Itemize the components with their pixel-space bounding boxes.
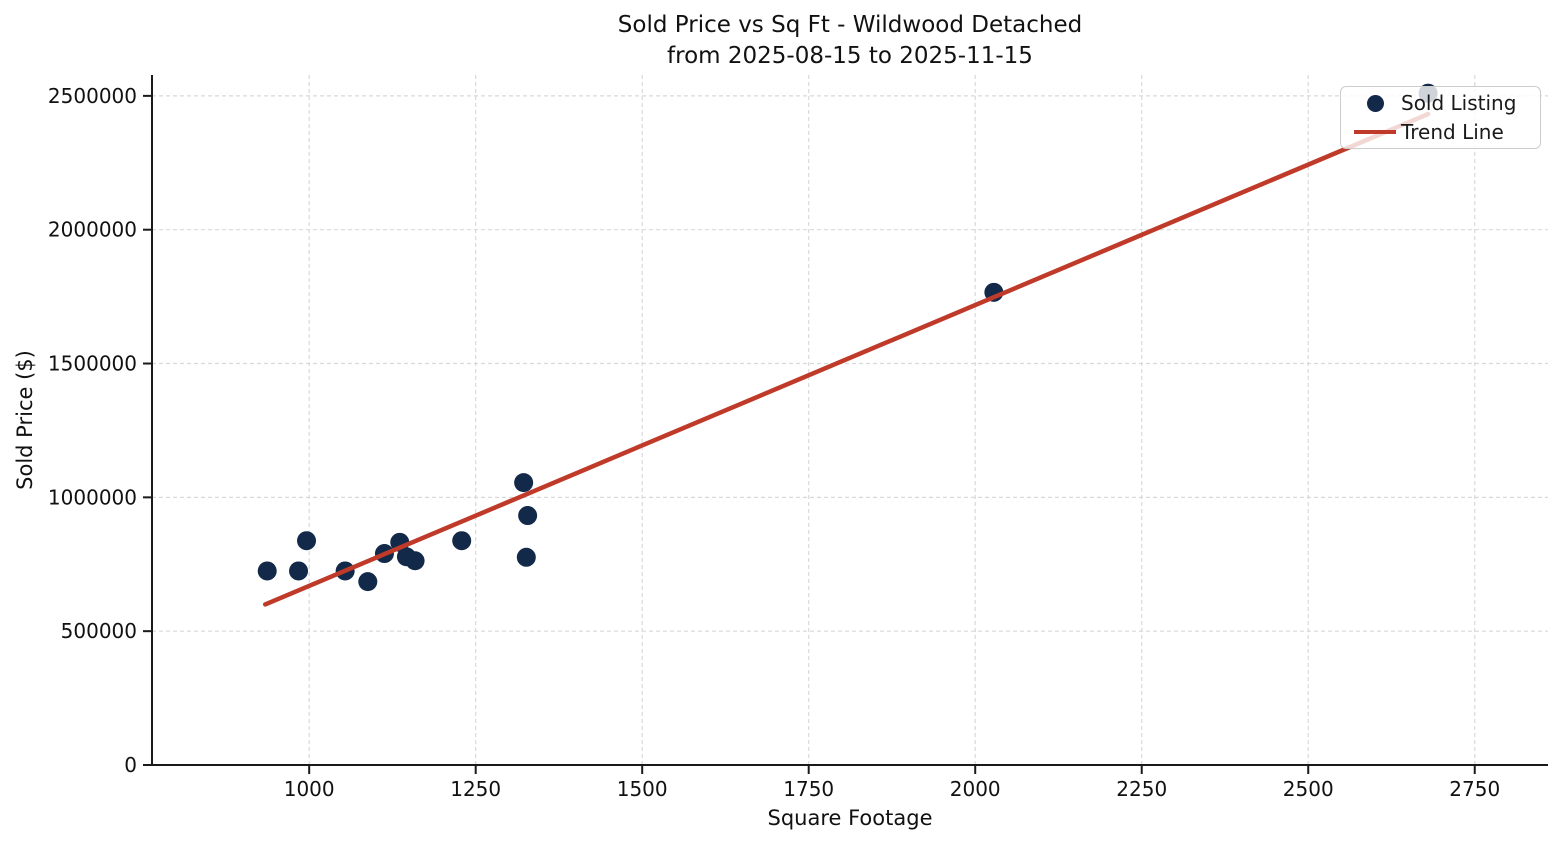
scatter-point: [297, 531, 317, 551]
y-tick-label: 0: [124, 753, 137, 777]
x-axis-label: Square Footage: [767, 806, 933, 830]
legend-item-trend-line: Trend Line: [1349, 120, 1532, 144]
x-tick-label: 2250: [1116, 777, 1167, 801]
legend-label-sold-listing: Sold Listing: [1401, 91, 1517, 115]
x-tick-label: 1500: [617, 777, 668, 801]
scatter-point: [452, 531, 472, 551]
scatter-point: [289, 561, 309, 581]
scatter-point: [514, 473, 534, 493]
y-tick-label: 500000: [61, 619, 137, 643]
scatter-point: [405, 551, 425, 571]
scatter-point: [516, 547, 536, 567]
chart-subtitle: from 2025-08-15 to 2025-11-15: [667, 43, 1033, 69]
scatter-point: [257, 561, 277, 581]
trend-line-marker-icon: [1354, 130, 1396, 134]
y-tick-label: 2500000: [48, 84, 137, 108]
legend-item-sold-listing: Sold Listing: [1349, 91, 1532, 115]
x-tick-label: 2000: [950, 777, 1001, 801]
x-tick-label: 1000: [284, 777, 335, 801]
y-tick-label: 2000000: [48, 218, 137, 242]
scatter-point: [358, 572, 378, 592]
legend: Sold Listing Trend Line: [1340, 86, 1541, 149]
x-tick-label: 2500: [1283, 777, 1334, 801]
y-tick-label: 1000000: [48, 485, 137, 509]
x-tick-label: 2750: [1449, 777, 1500, 801]
y-axis-label: Sold Price ($): [13, 350, 37, 490]
x-tick-label: 1250: [450, 777, 501, 801]
x-tick-label: 1750: [783, 777, 834, 801]
legend-label-trend-line: Trend Line: [1401, 120, 1504, 144]
chart-title: Sold Price vs Sq Ft - Wildwood Detached: [617, 12, 1083, 38]
chart-title-block: Sold Price vs Sq Ft - Wildwood Detached …: [152, 10, 1548, 72]
sold-listing-marker-icon: [1366, 94, 1384, 112]
y-tick-label: 1500000: [48, 352, 137, 376]
trend-line: [262, 111, 1431, 607]
scatter-point: [518, 506, 538, 526]
